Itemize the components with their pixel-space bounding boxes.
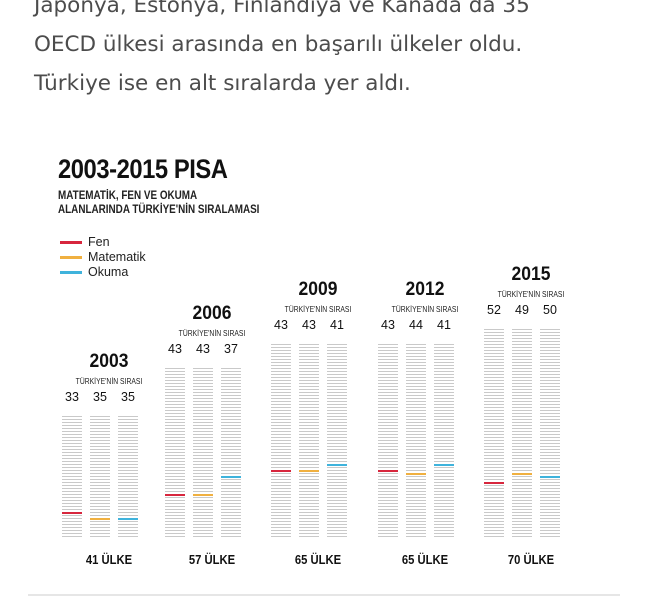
article-line: Japonya, Estonya, Finlandiya ve Kanada d… — [34, 0, 530, 18]
rank-column-matematik — [299, 344, 319, 539]
pisa-infographic: 2003-2015 PISA MATEMATİK, FEN VE OKUMA A… — [28, 140, 620, 596]
legend-swatch — [60, 240, 82, 244]
country-count-label: 65 ÜLKE — [294, 553, 342, 567]
legend-label: Fen — [88, 235, 110, 249]
year-label: 2012 — [405, 279, 445, 300]
legend-label: Okuma — [88, 265, 129, 279]
year-label: 2009 — [298, 279, 338, 300]
rank-caption: TÜRKİYE'NİN SIRASI — [178, 329, 246, 338]
rank-value-matematik: 43 — [302, 318, 316, 332]
rank-value-matematik: 49 — [515, 303, 529, 317]
country-count-label: 65 ÜLKE — [401, 553, 449, 567]
rank-caption: TÜRKİYE'NİN SIRASI — [75, 377, 143, 386]
rank-marker-fen — [378, 470, 398, 472]
rank-column-okuma — [540, 329, 560, 539]
rank-caption: TÜRKİYE'NİN SIRASI — [497, 290, 565, 299]
rank-value-okuma: 41 — [437, 318, 451, 332]
rank-marker-okuma — [540, 476, 560, 478]
rank-column-fen — [271, 344, 291, 539]
legend-item: Fen — [60, 235, 146, 249]
rank-column-fen — [165, 368, 185, 539]
year-group-2012: 2012 TÜRKİYE'NİN SIRASI 43 44 41 65 ÜLKE — [378, 140, 472, 596]
rank-marker-matematik — [406, 473, 426, 475]
rank-marker-fen — [484, 482, 504, 484]
rank-column-okuma — [221, 368, 241, 539]
rank-column-fen — [484, 329, 504, 539]
year-group-2015: 2015 TÜRKİYE'NİN SIRASI 52 49 50 70 ÜLKE — [484, 140, 578, 596]
rank-marker-matematik — [90, 518, 110, 520]
rank-value-okuma: 35 — [121, 390, 135, 404]
rank-marker-fen — [165, 494, 185, 496]
year-group-2009: 2009 TÜRKİYE'NİN SIRASI 43 43 41 65 ÜLKE — [271, 140, 365, 596]
rank-value-matematik: 35 — [93, 390, 107, 404]
country-count-label: 57 ÜLKE — [188, 553, 236, 567]
rank-value-fen: 43 — [274, 318, 288, 332]
legend-swatch — [60, 255, 82, 259]
country-count-label: 41 ÜLKE — [85, 553, 133, 567]
rank-column-okuma — [434, 344, 454, 539]
rank-column-matematik — [193, 368, 213, 539]
rank-marker-matematik — [299, 470, 319, 472]
chart-legend: Fen Matematik Okuma — [60, 235, 146, 280]
rank-column-okuma — [327, 344, 347, 539]
rank-value-fen: 43 — [168, 342, 182, 356]
article-line: OECD ülkesi arasında en başarılı ülkeler… — [34, 32, 523, 57]
rank-column-matematik — [512, 329, 532, 539]
rank-marker-fen — [271, 470, 291, 472]
rank-column-fen — [62, 416, 82, 539]
divider — [28, 594, 620, 596]
rank-value-fen: 33 — [65, 390, 79, 404]
rank-value-matematik: 44 — [409, 318, 423, 332]
year-label: 2015 — [511, 264, 551, 285]
year-label: 2006 — [192, 303, 232, 324]
rank-marker-okuma — [118, 518, 138, 520]
rank-marker-okuma — [221, 476, 241, 478]
chart-subtitle: MATEMATİK, FEN VE OKUMA ALANLARINDA TÜRK… — [58, 189, 259, 217]
rank-value-okuma: 37 — [224, 342, 238, 356]
country-count-label: 70 ÜLKE — [507, 553, 555, 567]
year-label: 2003 — [89, 351, 129, 372]
rank-marker-matematik — [512, 473, 532, 475]
rank-column-fen — [378, 344, 398, 539]
rank-marker-okuma — [327, 464, 347, 466]
article-line: Türkiye ise en alt sıralarda yer aldı. — [34, 71, 411, 96]
rank-column-matematik — [90, 416, 110, 539]
rank-column-okuma — [118, 416, 138, 539]
chart-title: 2003-2015 PISA — [58, 154, 228, 184]
year-group-2003: 2003 TÜRKİYE'NİN SIRASI 33 35 35 41 ÜLKE — [62, 140, 156, 596]
rank-value-okuma: 50 — [543, 303, 557, 317]
rank-caption: TÜRKİYE'NİN SIRASI — [391, 305, 459, 314]
chart-subtitle-line: ALANLARINDA TÜRKİYE'NİN SIRALAMASI — [58, 204, 260, 216]
rank-column-matematik — [406, 344, 426, 539]
rank-value-fen: 43 — [381, 318, 395, 332]
rank-marker-matematik — [193, 494, 213, 496]
rank-marker-fen — [62, 512, 82, 514]
rank-value-okuma: 41 — [330, 318, 344, 332]
year-group-2006: 2006 TÜRKİYE'NİN SIRASI 43 43 37 57 ÜLKE — [165, 140, 259, 596]
chart-subtitle-line: MATEMATİK, FEN VE OKUMA — [58, 190, 198, 202]
article-text: Japonya, Estonya, Finlandiya ve Kanada d… — [34, 0, 634, 103]
rank-marker-okuma — [434, 464, 454, 466]
legend-item: Matematik — [60, 250, 146, 264]
rank-value-matematik: 43 — [196, 342, 210, 356]
legend-item: Okuma — [60, 265, 146, 279]
rank-value-fen: 52 — [487, 303, 501, 317]
legend-swatch — [60, 270, 82, 274]
rank-caption: TÜRKİYE'NİN SIRASI — [284, 305, 352, 314]
legend-label: Matematik — [88, 250, 146, 264]
